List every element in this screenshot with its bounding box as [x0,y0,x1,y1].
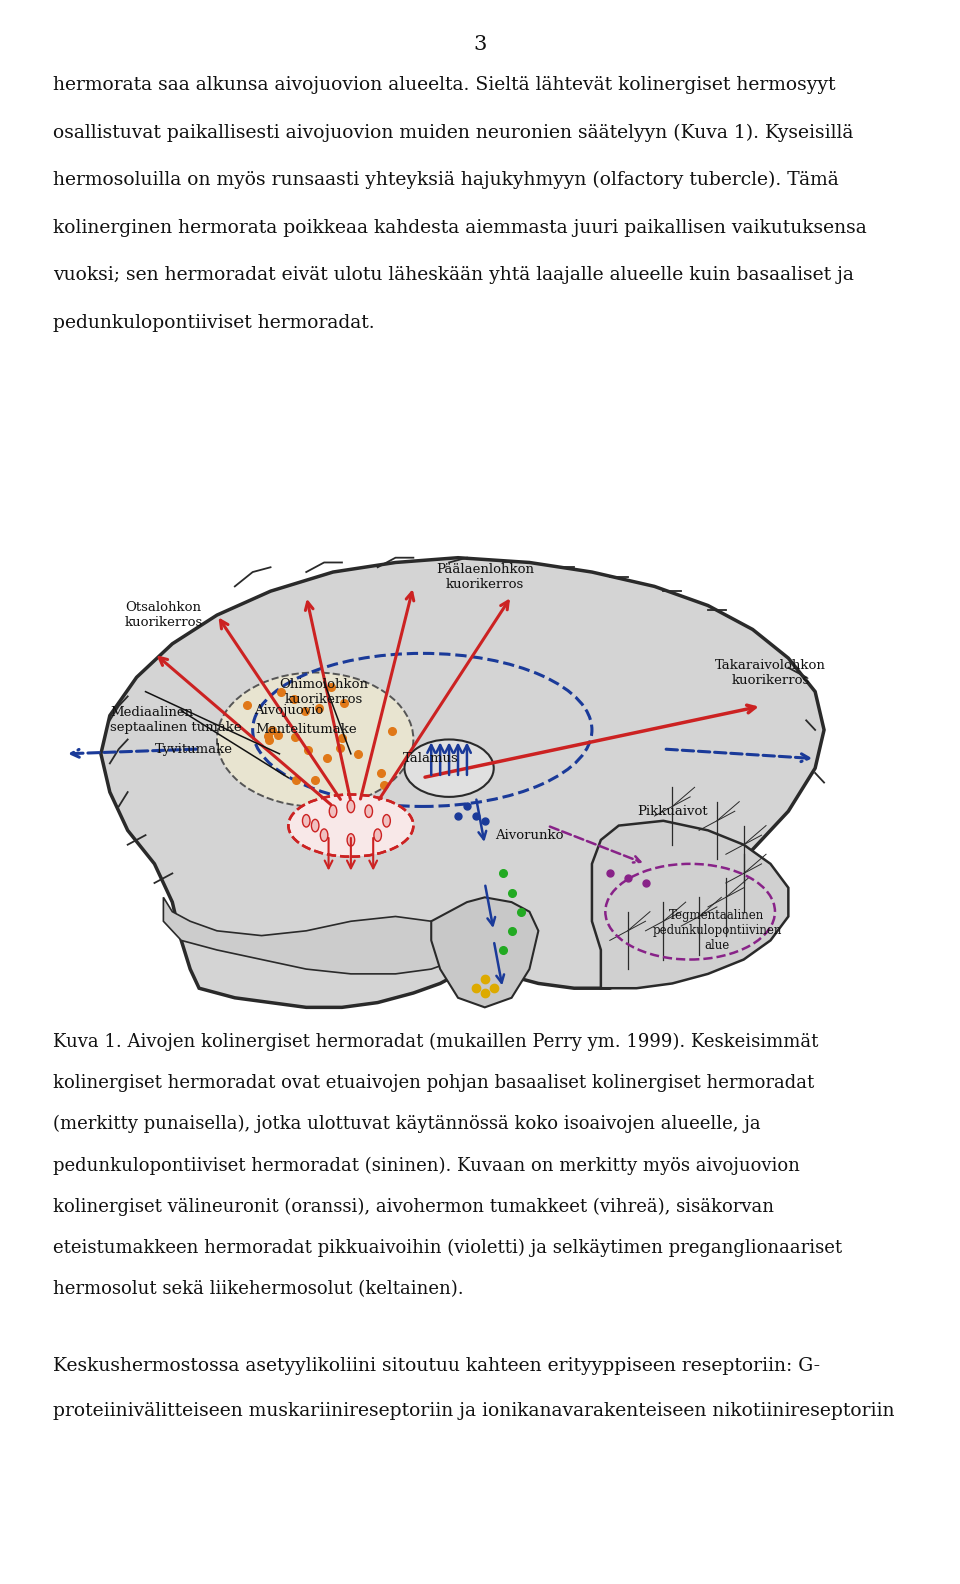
Circle shape [383,814,391,827]
Text: Aivorunko: Aivorunko [495,828,564,841]
Text: vuoksi; sen hermoradat eivät ulotu läheskään yhtä laajalle alueelle kuin basaali: vuoksi; sen hermoradat eivät ulotu lähes… [53,266,853,284]
Text: kolinergiset hermoradat ovat etuaivojen pohjan basaaliset kolinergiset hermorada: kolinergiset hermoradat ovat etuaivojen … [53,1074,814,1091]
Circle shape [373,828,381,841]
Polygon shape [592,821,788,988]
Ellipse shape [288,795,414,857]
Ellipse shape [217,673,414,806]
Text: kolinerginen hermorata poikkeaa kahdesta aiemmasta juuri paikallisen vaikutuksen: kolinerginen hermorata poikkeaa kahdesta… [53,219,867,236]
Circle shape [348,800,354,813]
Text: Kuva 1. Aivojen kolinergiset hermoradat (mukaillen Perry ym. 1999). Keskeisimmät: Kuva 1. Aivojen kolinergiset hermoradat … [53,1033,818,1052]
Text: Aivojuovio: Aivojuovio [253,705,323,718]
Text: Pikkuaivot: Pikkuaivot [637,805,708,817]
Text: Mediaalinen
septaalinen tumake: Mediaalinen septaalinen tumake [109,706,242,735]
Text: eteistumakkeen hermoradat pikkuaivoihin (violetti) ja selkäytimen preganglionaar: eteistumakkeen hermoradat pikkuaivoihin … [53,1239,842,1258]
Text: Otsalohkon
kuorikerros: Otsalohkon kuorikerros [124,600,203,629]
Text: hermorata saa alkunsa aivojuovion alueelta. Sieltä lähtevät kolinergiset hermosy: hermorata saa alkunsa aivojuovion alueel… [53,76,835,93]
Ellipse shape [404,740,493,797]
Text: hermosolut sekä liikehermosolut (keltainen).: hermosolut sekä liikehermosolut (keltain… [53,1280,464,1297]
Polygon shape [163,897,467,974]
Text: Takaraivolohkon
kuorikerros: Takaraivolohkon kuorikerros [715,659,826,686]
Text: Tyvitumake: Tyvitumake [155,743,232,756]
Text: Mantelitumake: Mantelitumake [255,724,357,737]
Text: Talamus: Talamus [403,752,459,765]
Text: Päälaenlohkon
kuorikerros: Päälaenlohkon kuorikerros [436,562,534,591]
Circle shape [302,814,310,827]
Text: pedunkulopontiiviset hermoradat.: pedunkulopontiiviset hermoradat. [53,314,374,331]
Text: proteiinivälitteiseen muskariinireseptoriin ja ionikanavarakenteiseen nikotiinir: proteiinivälitteiseen muskariinireseptor… [53,1402,895,1419]
Polygon shape [431,897,539,1007]
Circle shape [311,819,319,832]
Circle shape [329,805,337,817]
Polygon shape [101,558,824,1007]
Circle shape [348,833,354,846]
Text: Ohimolohkon
kuorikerros: Ohimolohkon kuorikerros [279,678,369,705]
Text: osallistuvat paikallisesti aivojuovion muiden neuronien säätelyyn (Kuva 1). Kyse: osallistuvat paikallisesti aivojuovion m… [53,124,853,143]
Text: hermosoluilla on myös runsaasti yhteyksiä hajukyhmyyn (olfactory tubercle). Tämä: hermosoluilla on myös runsaasti yhteyksi… [53,171,838,190]
Text: kolinergiset välineuronit (oranssi), aivohermon tumakkeet (vihreä), sisäkorvan: kolinergiset välineuronit (oranssi), aiv… [53,1198,774,1217]
Text: pedunkulopontiiviset hermoradat (sininen). Kuvaan on merkitty myös aivojuovion: pedunkulopontiiviset hermoradat (sininen… [53,1156,800,1175]
Circle shape [365,805,372,817]
Circle shape [321,828,328,841]
Text: 3: 3 [473,35,487,54]
Text: Keskushermostossa asetyylikoliini sitoutuu kahteen erityyppiseen reseptoriin: G-: Keskushermostossa asetyylikoliini sitout… [53,1357,820,1375]
Text: (merkitty punaisella), jotka ulottuvat käytännössä koko isoaivojen alueelle, ja: (merkitty punaisella), jotka ulottuvat k… [53,1115,760,1134]
Text: Tegmentaalinen
pedunkulopontiivinen
alue: Tegmentaalinen pedunkulopontiivinen alue [652,909,781,952]
